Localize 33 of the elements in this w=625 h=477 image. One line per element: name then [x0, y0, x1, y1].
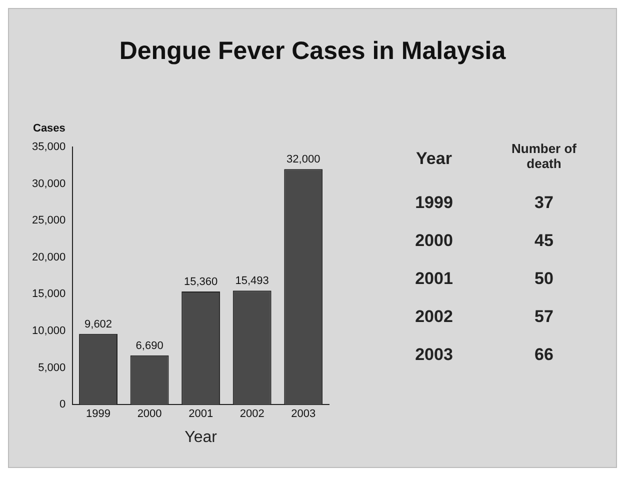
x-tick-label: 2002: [240, 408, 264, 420]
y-tick-label: 2000: [414, 231, 454, 251]
x-tick-label: 2003: [291, 408, 316, 420]
data-label: 15,360: [184, 276, 218, 288]
y-tick-label: 35,000: [32, 141, 66, 154]
y-axis-title: Year: [415, 149, 453, 169]
data-label: 45: [534, 231, 554, 251]
y-tick-label: 20,000: [32, 251, 66, 264]
y-tick-label: 2002: [414, 307, 454, 327]
chart-title: Dengue Fever Cases in Malaysia: [118, 37, 507, 66]
y-tick-label: 30,000: [32, 178, 66, 190]
x-tick-label: Number of death: [510, 141, 578, 171]
data-label: 66: [534, 345, 554, 365]
data-label: 15,493: [235, 275, 269, 288]
data-label: 6,690: [136, 340, 164, 352]
x-axis-title: Year: [184, 428, 218, 446]
data-label: 32,000: [286, 154, 320, 166]
y-tick-label: 10,000: [32, 325, 66, 338]
y-tick-label: 2001: [414, 269, 454, 289]
y-tick-label: 0: [60, 398, 66, 411]
y-tick-label: 2003: [414, 345, 454, 365]
data-label: 9,602: [84, 318, 112, 330]
y-tick-label: 5,000: [38, 362, 66, 374]
data-label: 37: [534, 193, 554, 213]
y-tick-label: 1999: [414, 193, 454, 213]
y-axis-title: Cases: [33, 122, 66, 135]
y-tick-label: 25,000: [32, 214, 66, 227]
x-tick-label: 2000: [137, 408, 162, 420]
x-tick-label: 2001: [188, 408, 214, 420]
data-label: 50: [534, 269, 554, 289]
y-tick-label: 15,000: [32, 288, 66, 300]
x-tick-label: 1999: [86, 408, 111, 420]
data-label: 57: [534, 307, 554, 327]
